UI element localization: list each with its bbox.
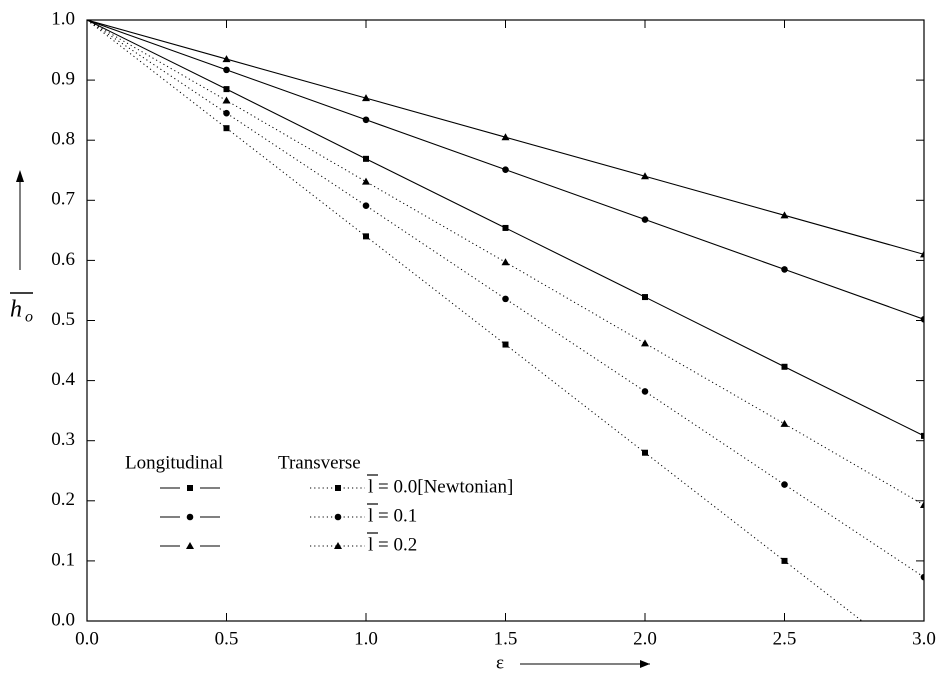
legend-label: l = 0.2: [368, 534, 417, 555]
marker: [782, 558, 788, 564]
legend-marker: [187, 514, 194, 521]
x-tick-label: 2.0: [633, 628, 657, 649]
marker: [223, 97, 231, 104]
marker: [921, 666, 927, 672]
y-tick-label: 0.4: [51, 369, 75, 390]
marker: [642, 216, 649, 223]
marker: [363, 156, 369, 162]
y-tick-label: 1.0: [51, 8, 75, 29]
y-tick-label: 0.7: [51, 189, 75, 210]
marker: [642, 294, 648, 300]
marker: [642, 388, 649, 395]
y-axis-label-sub: o: [25, 309, 33, 326]
marker: [224, 86, 230, 92]
legend-header: Longitudinal: [125, 452, 223, 473]
legend-marker: [335, 485, 341, 491]
legend-marker: [335, 514, 342, 521]
legend-marker: [187, 485, 193, 491]
legend-header: Transverse: [278, 452, 361, 473]
x-axis-label: ε: [496, 652, 504, 673]
legend-label: l = 0.0[Newtonian]: [368, 476, 513, 497]
marker: [502, 166, 509, 173]
marker: [781, 420, 789, 427]
marker: [223, 67, 230, 74]
marker: [363, 202, 370, 209]
marker: [921, 574, 928, 581]
y-tick-label: 0.0: [51, 609, 75, 630]
y-tick-label: 0.9: [51, 68, 75, 89]
legend-label: l = 0.1: [368, 505, 417, 526]
x-tick-label: 0.5: [215, 628, 239, 649]
x-tick-label: 3.0: [912, 628, 936, 649]
marker: [502, 296, 509, 303]
marker: [921, 316, 928, 323]
y-axis-label: h: [10, 297, 22, 323]
x-axis-arrowhead: [640, 660, 650, 668]
chart: ε h o 0.0 0.1 0.2 0.3 0.4 0.5 0.6 0.7 0.8 0.9 1.0 0…: [0, 0, 944, 679]
marker: [223, 110, 230, 117]
y-tick-label: 0.2: [51, 489, 75, 510]
marker: [781, 266, 788, 273]
legend-marker: [186, 542, 194, 549]
marker: [224, 125, 230, 131]
y-tick-label: 0.6: [51, 249, 75, 270]
y-tick-label: 0.5: [51, 309, 75, 330]
marker: [782, 364, 788, 370]
marker: [503, 342, 509, 348]
marker: [921, 433, 927, 439]
y-tick-label: 0.3: [51, 429, 75, 450]
x-tick-label: 1.0: [354, 628, 378, 649]
marker: [642, 450, 648, 456]
marker: [502, 258, 510, 265]
plot-frame: [87, 20, 924, 621]
x-tick-label: 1.5: [494, 628, 518, 649]
marker: [781, 481, 788, 488]
marker: [503, 225, 509, 231]
y-tick-label: 0.1: [51, 549, 75, 570]
y-tick-label: 0.8: [51, 129, 75, 150]
marker: [362, 178, 370, 185]
marker: [363, 233, 369, 239]
x-tick-label: 2.5: [773, 628, 797, 649]
y-axis-arrowhead: [16, 170, 24, 182]
marker: [641, 339, 649, 346]
x-tick-label: 0.0: [75, 628, 99, 649]
marker: [920, 501, 928, 508]
marker: [363, 116, 370, 123]
